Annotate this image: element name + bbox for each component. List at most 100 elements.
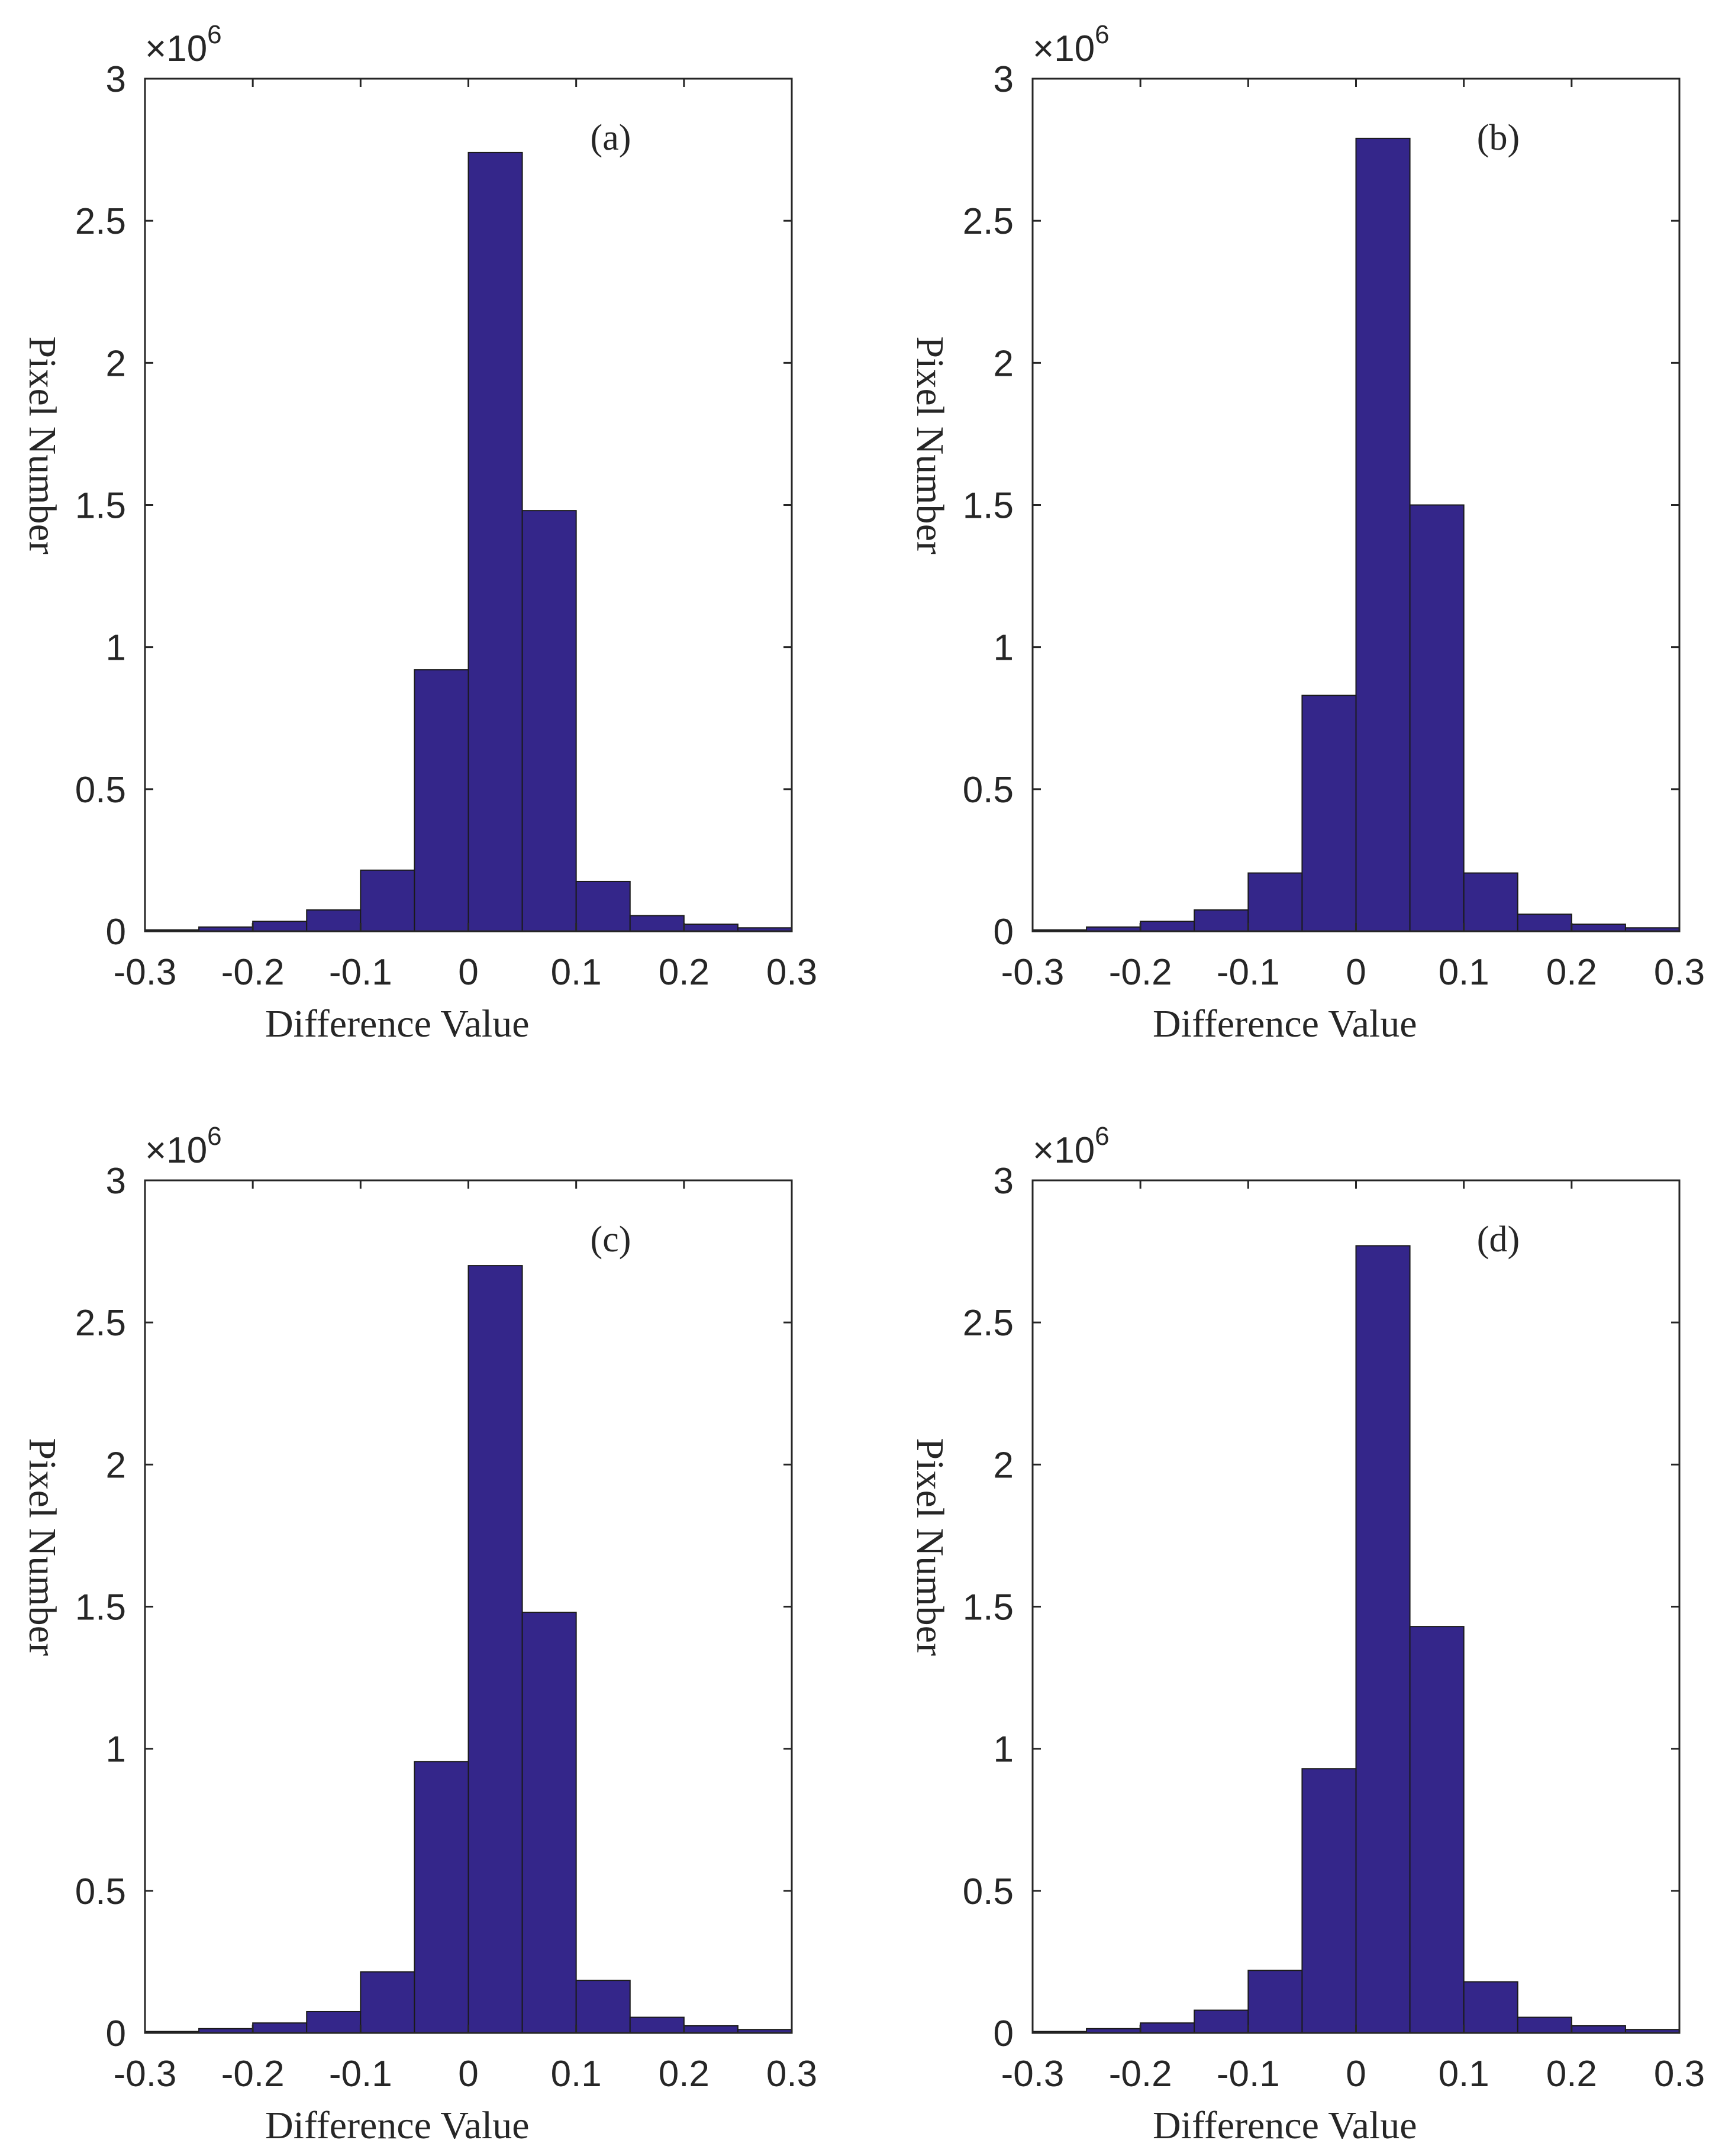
- y-axis-label: Pixel Number: [908, 1438, 952, 1655]
- x-axis-label: Difference Value: [1153, 2104, 1417, 2147]
- y-tick-label: 2.5: [75, 201, 126, 242]
- x-tick-label: 0.3: [1654, 2054, 1705, 2094]
- x-tick-label: -0.1: [1217, 952, 1280, 993]
- x-tick-label: 0.3: [766, 952, 817, 993]
- y-exponent-power: 6: [1095, 20, 1109, 49]
- x-tick-label: -0.3: [1001, 2054, 1065, 2094]
- x-tick-label: -0.1: [329, 2054, 392, 2094]
- histogram-bar: [1409, 504, 1465, 932]
- y-tick-label: 3: [106, 1161, 126, 1202]
- histogram-bar: [360, 869, 415, 932]
- x-tick-label: 0.1: [1439, 952, 1489, 993]
- x-tick-label: 0: [1346, 952, 1366, 993]
- y-exponent-label: ×106: [145, 20, 222, 69]
- y-tick-label: 1: [106, 628, 126, 669]
- x-tick-label: -0.2: [1109, 952, 1172, 993]
- y-exponent-base: ×10: [1033, 28, 1095, 69]
- x-tick-label: 0.3: [766, 2054, 817, 2094]
- x-tick-label: 0.1: [1439, 2054, 1489, 2094]
- y-exponent-base: ×10: [145, 28, 207, 69]
- histogram-bar: [683, 923, 739, 932]
- x-tick-label: 0.2: [1546, 952, 1597, 993]
- histogram-bar: [306, 2010, 362, 2034]
- x-tick-label: 0.3: [1654, 952, 1705, 993]
- histogram-bar: [1301, 695, 1357, 932]
- y-exponent-base: ×10: [145, 1130, 207, 1171]
- histogram-bar: [1409, 1626, 1465, 2034]
- y-tick-label: 0.5: [75, 770, 126, 811]
- y-tick-label: 3: [994, 1161, 1014, 1202]
- x-tick-label: -0.3: [114, 2054, 177, 2094]
- histogram-panel: -0.3 -0.2 -0.1 0 0.1 0.2 0.3 0 0.5 1 1.5 2 2.5 3 ×106 D…: [908, 20, 1705, 1045]
- histogram-bar: [1517, 2016, 1572, 2034]
- y-tick-label: 1: [994, 628, 1014, 669]
- x-axis-label: Difference Value: [265, 1002, 530, 1045]
- y-tick-label: 3: [106, 59, 126, 100]
- panel-layer: -0.3 -0.2 -0.1 0 0.1 0.2 0.300.511.522.53×106D…: [21, 20, 1705, 2147]
- histogram-bar: [1140, 2022, 1195, 2034]
- x-tick-label: 0.2: [659, 952, 710, 993]
- panel-label: (c): [591, 1219, 631, 1260]
- bar-series: [144, 151, 792, 932]
- histogram-bar: [521, 510, 577, 932]
- histogram-bar: [575, 1980, 631, 2034]
- panel-label: (a): [591, 118, 631, 158]
- histogram-bar: [629, 915, 685, 932]
- y-tick-label: 2.5: [75, 1303, 126, 1344]
- histogram-bar: [414, 669, 469, 932]
- histogram-bar: [1247, 1970, 1303, 2034]
- histogram-bar: [1301, 1768, 1357, 2034]
- y-tick-label: 1.5: [963, 486, 1014, 527]
- x-axis-label: Difference Value: [265, 2104, 530, 2147]
- panel-label: (b): [1477, 118, 1520, 158]
- histogram-bar: [521, 1612, 577, 2034]
- y-tick-label: 0.5: [963, 1871, 1014, 1912]
- histogram-bar: [252, 921, 308, 932]
- y-exponent-power: 6: [207, 20, 221, 49]
- y-exponent-label: ×106: [145, 1122, 222, 1171]
- x-tick-label: 0.2: [659, 2054, 710, 2094]
- y-tick-label: 2: [994, 343, 1014, 384]
- x-tick-label: -0.1: [1217, 2054, 1280, 2094]
- bar-series: [144, 1265, 792, 2034]
- histogram-bar: [683, 2025, 739, 2034]
- y-exponent-label: ×106: [1033, 20, 1110, 69]
- y-tick-label: 3: [994, 59, 1014, 100]
- y-tick-label: 0: [994, 912, 1014, 953]
- x-tick-label: 0.1: [551, 952, 602, 993]
- x-tick-label: 0.2: [1546, 2054, 1597, 2094]
- histogram-bar: [1571, 2025, 1626, 2034]
- y-tick-label: 0.5: [963, 770, 1014, 811]
- x-tick-label: 0: [1346, 2054, 1366, 2094]
- x-tick-label: -0.3: [1001, 952, 1065, 993]
- y-tick-label: 0: [106, 912, 126, 953]
- histogram-bar: [306, 909, 362, 932]
- y-tick-label: 0: [106, 2013, 126, 2054]
- histogram-bar: [1571, 923, 1626, 932]
- y-tick-label: 2.5: [963, 201, 1014, 242]
- x-tick-label: 0: [458, 2054, 478, 2094]
- histogram-panel: -0.3 -0.2 -0.1 0 0.1 0.2 0.3 0 0.5 1 1.5 2 2.5 3 ×106 D…: [21, 20, 817, 1045]
- y-exponent-power: 6: [1095, 1122, 1109, 1151]
- histogram-bar: [1463, 1981, 1518, 2034]
- x-tick-label: -0.2: [1109, 2054, 1172, 2094]
- bar-series: [1032, 1245, 1681, 2034]
- histogram-bar: [1355, 137, 1411, 932]
- histogram-bar: [252, 2022, 308, 2034]
- x-tick-label: -0.3: [114, 952, 177, 993]
- histogram-bar: [1463, 872, 1518, 932]
- histogram-bar: [1194, 2009, 1249, 2034]
- histogram-bar: [1355, 1245, 1411, 2034]
- histogram-bar: [414, 1761, 469, 2034]
- y-tick-label: 2: [994, 1445, 1014, 1486]
- histogram-bar: [1140, 921, 1195, 932]
- y-tick-label: 1: [106, 1729, 126, 1770]
- histogram-bar: [360, 1971, 415, 2034]
- y-tick-label: 1.5: [75, 1587, 126, 1628]
- x-axis-label: Difference Value: [1153, 1002, 1417, 1045]
- y-tick-label: 2: [106, 343, 126, 384]
- y-tick-label: 0: [994, 2013, 1014, 2054]
- histogram-bar: [1517, 914, 1572, 932]
- histogram-bar: [629, 2016, 685, 2034]
